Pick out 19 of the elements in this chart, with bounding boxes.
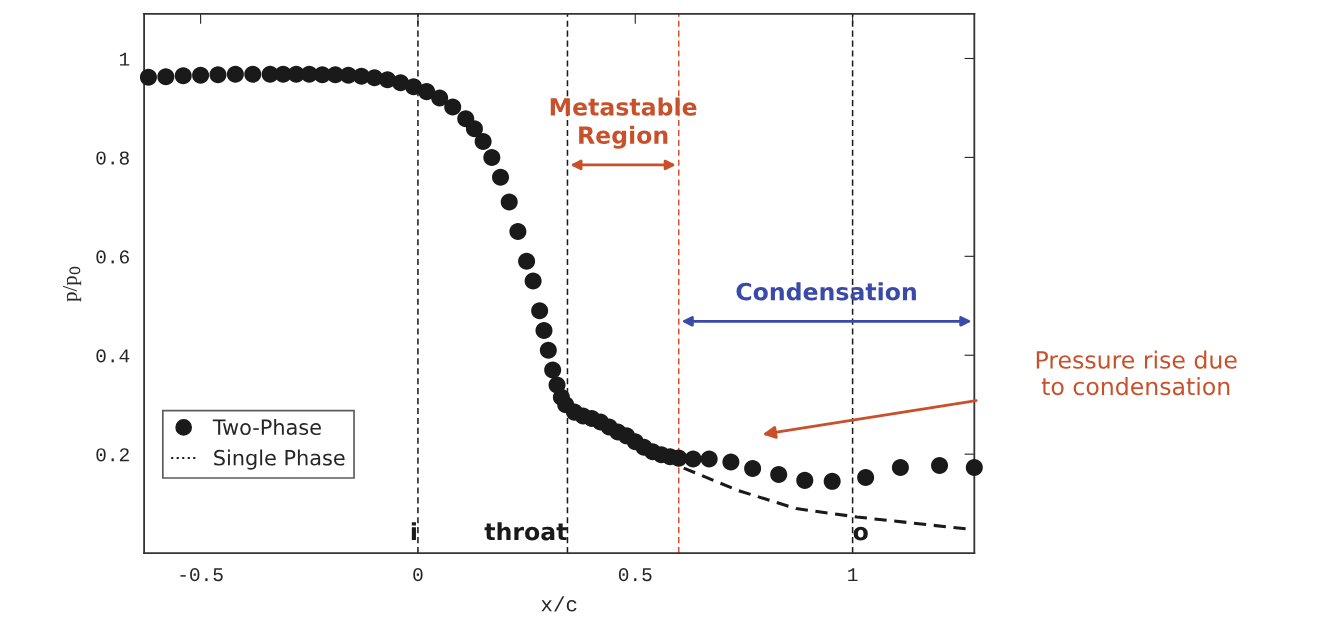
annotation: Metastable Region [550,97,697,149]
ref-line-label: i [411,522,416,541]
ref-line-label: throat [484,522,567,541]
annotation: Condensation [736,282,916,301]
y-tick-label: 0.2 [96,448,129,462]
legend-label: Two-Phase [212,418,321,436]
legend-label: Single Phase [214,449,345,470]
x-tick-label: -0.5 [180,568,223,582]
ref-line-label: o [853,526,868,541]
x-tick-label: 0.5 [618,568,652,582]
y-tick-label: 0.6 [96,250,129,264]
y-tick-label: 0.8 [96,151,129,165]
y-axis-title: p/p$_{0}$ [62,266,82,302]
y-tick-label: 0.4 [96,349,130,363]
x-axis-title: x/c [541,596,577,612]
x-tick-label: 0 [413,568,423,582]
text: Pressure rise due to condensation [1036,350,1237,396]
x-tick-label: 1 [848,568,858,582]
y-tick-label: 1 [119,52,130,66]
